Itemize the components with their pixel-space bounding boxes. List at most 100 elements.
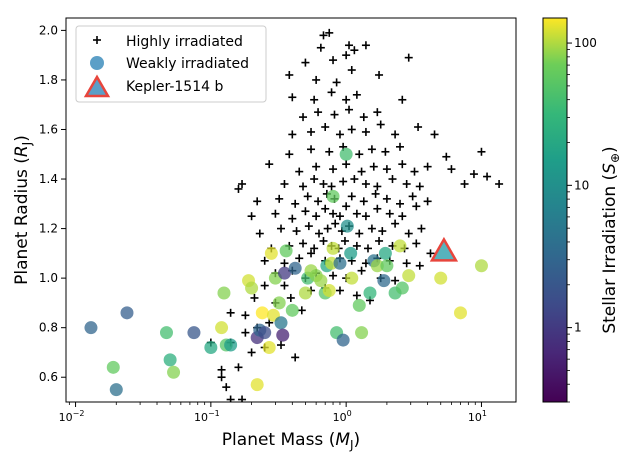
colorbar-tick-label: 1 [574, 321, 582, 335]
highly-irradiated-point [342, 160, 351, 169]
highly-irradiated-point [312, 212, 321, 221]
highly-irradiated-point [321, 123, 330, 132]
weakly-irradiated-point [340, 219, 354, 233]
highly-irradiated-point [325, 147, 334, 156]
highly-irradiated-point [417, 224, 426, 233]
x-tick-label: 10−2 [59, 409, 85, 424]
weakly-irradiated-point [345, 271, 359, 285]
highly-irradiated-point [304, 222, 313, 231]
y-tick-label: 0.6 [39, 370, 58, 384]
weakly-irradiated-point [258, 326, 272, 340]
highly-irradiated-point [483, 172, 492, 181]
highly-irradiated-point [469, 170, 478, 179]
weakly-irradiated-point [262, 340, 276, 354]
plot-marks [84, 28, 504, 402]
highly-irradiated-point [381, 147, 390, 156]
legend: Highly irradiated Weakly irradiated Kepl… [75, 25, 267, 103]
highly-irradiated-point [327, 182, 336, 191]
colorbar-ticks: 1 10 100 [567, 36, 597, 403]
weakly-irradiated-point [333, 256, 347, 270]
highly-irradiated-point [404, 229, 413, 238]
highly-irradiated-point [217, 365, 226, 374]
highly-irradiated-point [286, 293, 295, 302]
highly-irradiated-point [226, 395, 235, 402]
highly-irradiated-point [335, 212, 344, 221]
highly-irradiated-point [363, 244, 372, 253]
highly-irradiated-point [301, 58, 310, 67]
highly-irradiated-point [371, 189, 380, 198]
legend-triangle-marker [83, 74, 111, 98]
highly-irradiated-point [460, 179, 469, 188]
highly-irradiated-point [395, 199, 404, 208]
highly-irradiated-point [329, 165, 338, 174]
highly-irradiated-point [352, 90, 361, 99]
highly-irradiated-point [253, 197, 262, 206]
highly-irradiated-point [361, 127, 370, 136]
highly-irradiated-point [310, 244, 319, 253]
weakly-irradiated-point [120, 306, 134, 320]
highly-irradiated-point [339, 177, 348, 186]
highly-irradiated-point [312, 162, 321, 171]
y-tick-label: 1.4 [39, 172, 58, 186]
highly-irradiated-point [357, 266, 366, 275]
weakly-irradiated-point [393, 239, 407, 253]
highly-irradiated-point [423, 197, 432, 206]
weakly-irradiated-point [474, 259, 488, 273]
highly-irradiated-point [415, 182, 424, 191]
highly-irradiated-point [395, 142, 404, 151]
highly-irradiated-point [291, 353, 300, 362]
highly-irradiated-point [332, 78, 341, 87]
highly-irradiated-point [238, 395, 247, 402]
x-axis: 10−2 10−1 100 101 [59, 402, 487, 424]
x-tick-label: 100 [333, 409, 352, 424]
highly-irradiated-point [260, 256, 269, 265]
highly-irradiated-point [319, 179, 328, 188]
highly-irradiated-point [412, 239, 421, 248]
y-tick-label: 1.8 [39, 73, 58, 87]
weakly-irradiated-point [363, 286, 377, 300]
highly-irradiated-point [359, 197, 368, 206]
weakly-irradiated-point [285, 303, 299, 317]
y-axis-label: Planet Radius (RJ) [12, 135, 34, 285]
highly-irradiated-point [345, 41, 354, 50]
y-tick-label: 0.8 [39, 321, 58, 335]
highly-irradiated-point [222, 383, 231, 392]
weakly-irradiated-point [215, 321, 229, 335]
highly-irradiated-point [329, 56, 338, 65]
highly-irradiated-point [330, 110, 339, 119]
highly-irradiated-point [373, 108, 382, 117]
colorbar-label: Stellar Irradiation (S⊕) [600, 146, 622, 333]
highly-irradiated-point [447, 165, 456, 174]
highly-irradiated-point [335, 130, 344, 139]
kepler-1514b-point [429, 236, 459, 262]
highly-irradiated-point [355, 229, 364, 238]
series-weakly-irradiated [84, 147, 488, 397]
highly-irradiated-point [382, 194, 391, 203]
highly-irradiated-point [402, 179, 411, 188]
highly-irradiated-point [280, 259, 289, 268]
highly-irradiated-point [329, 209, 338, 218]
weakly-irradiated-point [402, 269, 416, 283]
colorbar-tick-label: 100 [574, 36, 597, 50]
highly-irradiated-point [316, 43, 325, 52]
weakly-irradiated-point [344, 246, 358, 260]
highly-irradiated-point [367, 224, 376, 233]
legend-circle-marker [90, 56, 104, 70]
highly-irradiated-point [347, 66, 356, 75]
highly-irradiated-point [398, 95, 407, 104]
legend-label-kepler-1514b: Kepler-1514 b [126, 79, 223, 95]
colorbar-frame [542, 17, 568, 403]
highly-irradiated-point [335, 286, 344, 295]
highly-irradiated-point [285, 70, 294, 79]
highly-irradiated-point [352, 241, 361, 250]
highly-irradiated-point [331, 219, 340, 228]
weakly-irradiated-point [224, 338, 238, 352]
weakly-irradiated-point [250, 378, 264, 392]
highly-irradiated-point [288, 93, 297, 102]
weakly-irradiated-point [277, 266, 291, 280]
highly-irradiated-point [265, 160, 274, 169]
highly-irradiated-point [361, 212, 370, 221]
highly-irradiated-point [315, 229, 324, 238]
highly-irradiated-point [277, 224, 286, 233]
highly-irradiated-point [325, 28, 334, 37]
